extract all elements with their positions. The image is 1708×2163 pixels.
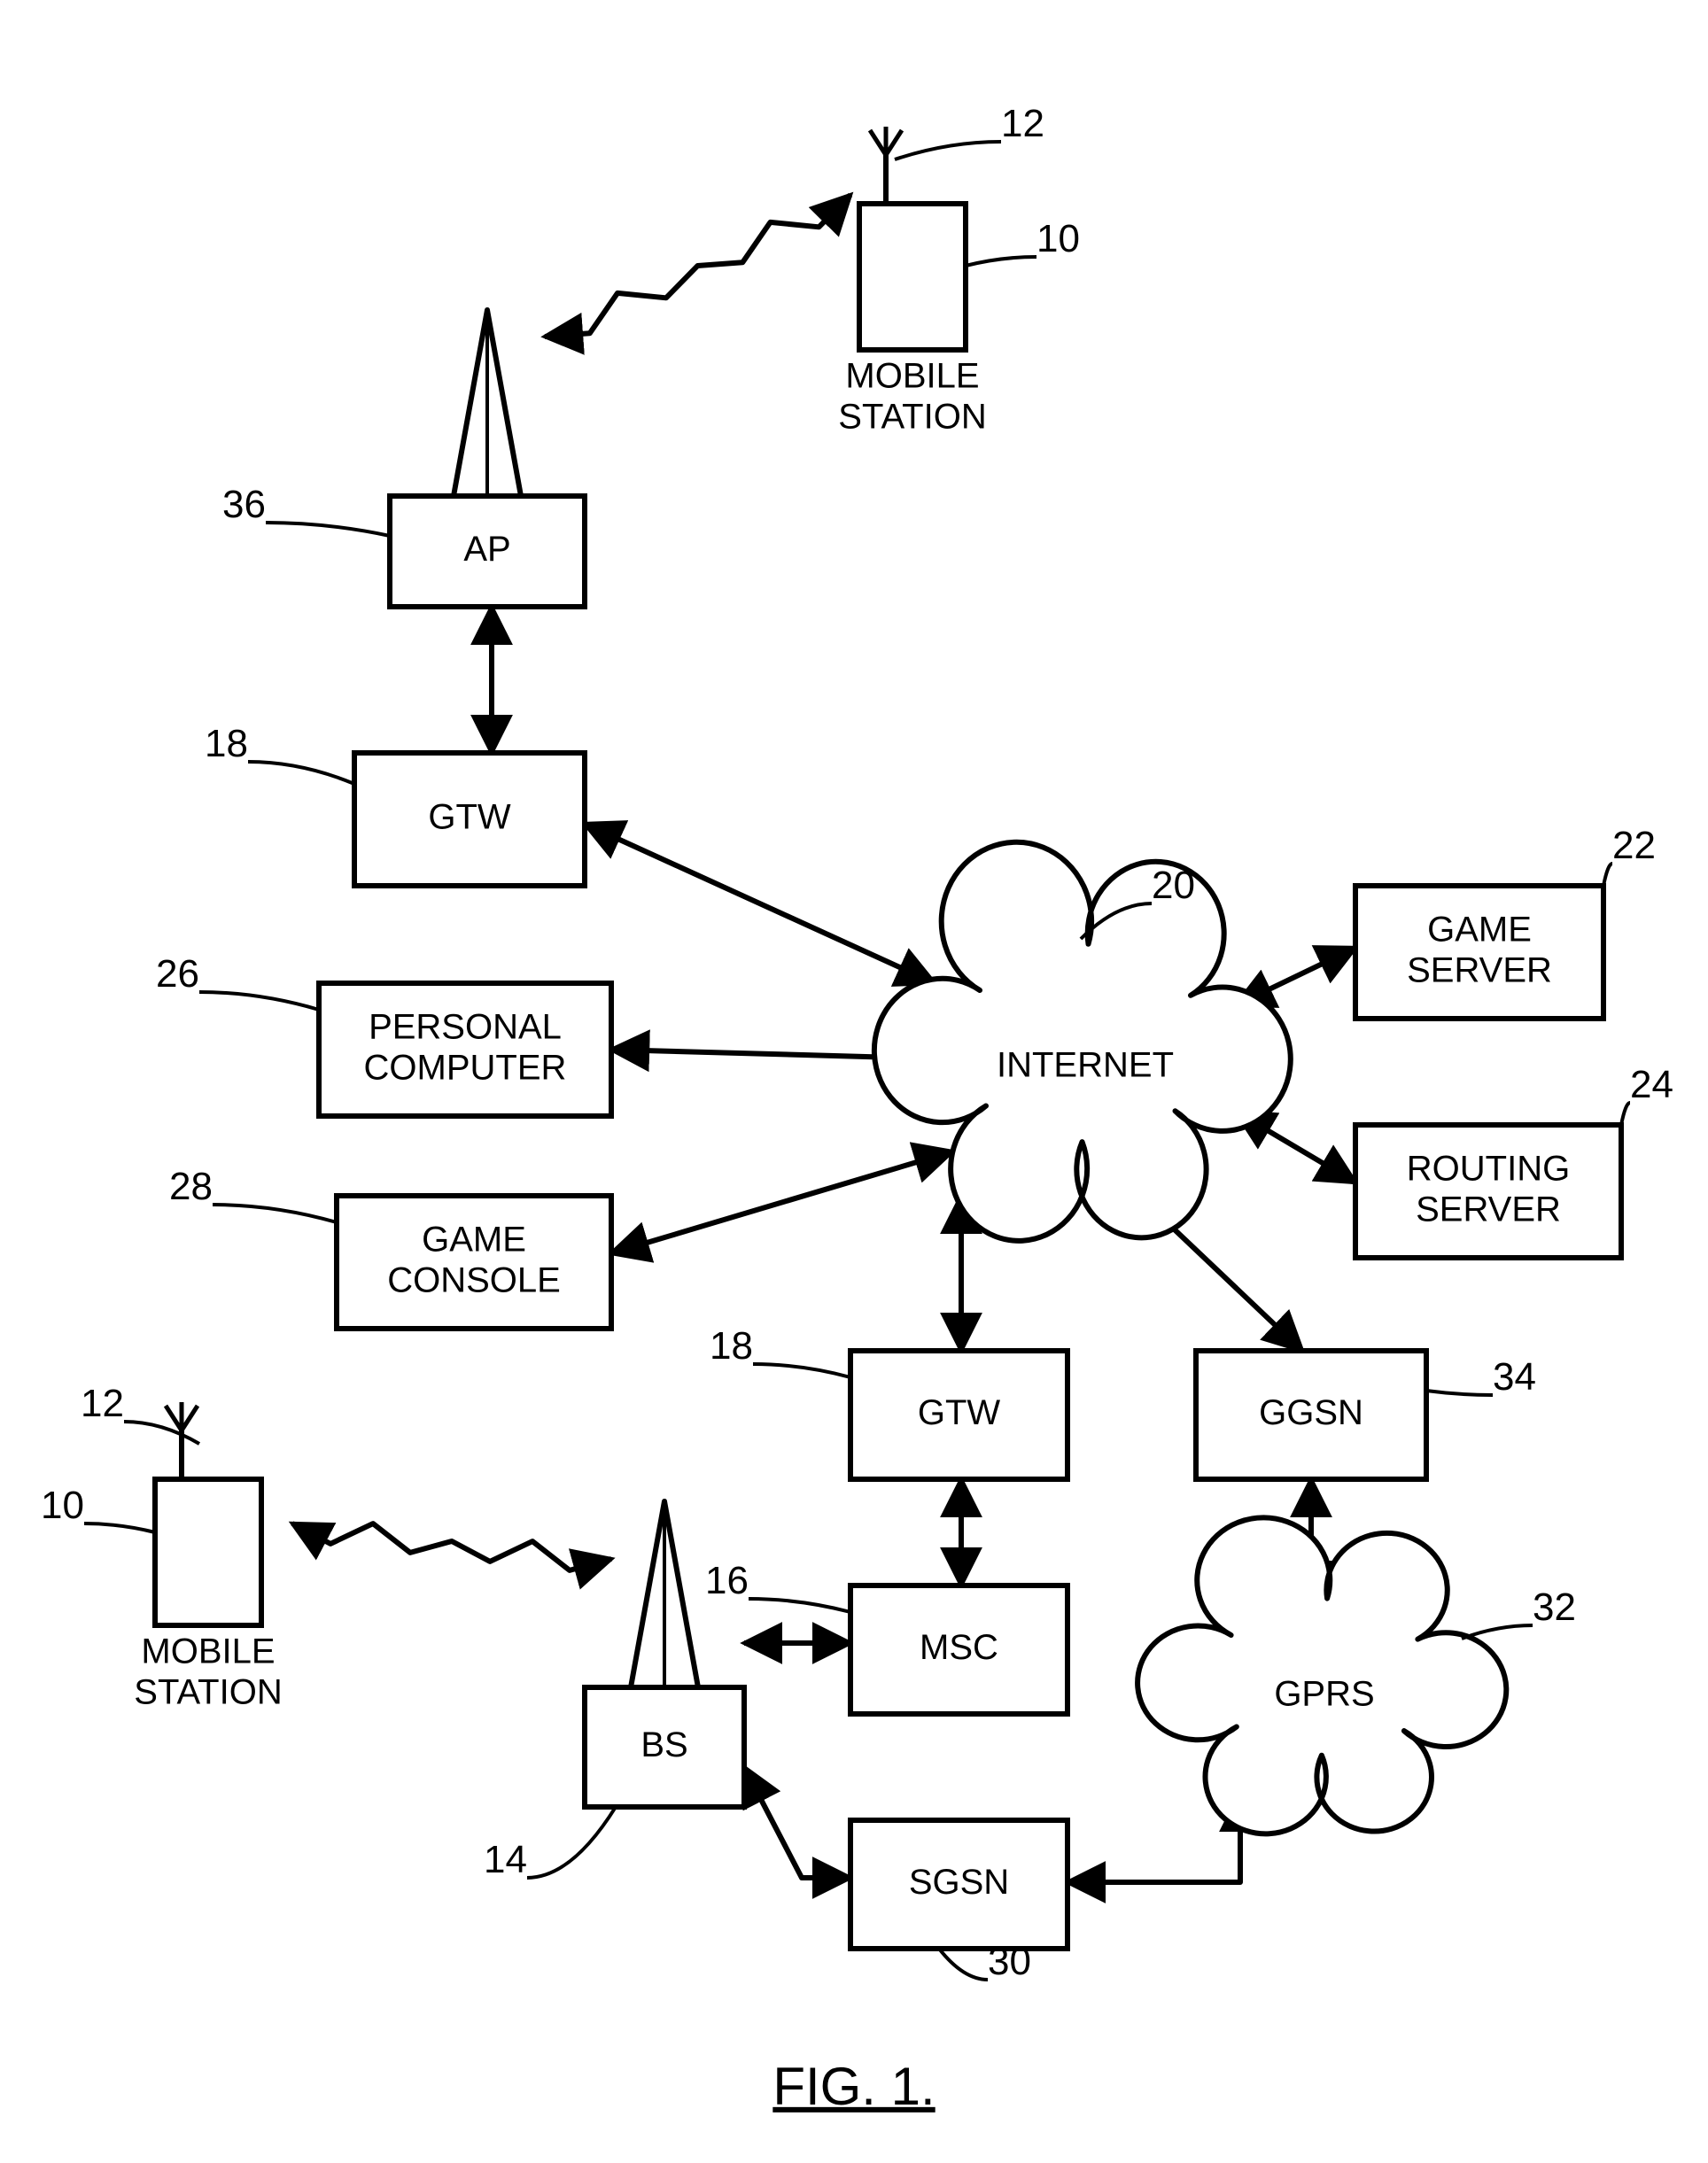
svg-text:GTW: GTW <box>428 798 511 837</box>
ggsn-box: GGSN <box>1196 1351 1426 1479</box>
svg-text:10: 10 <box>1036 217 1080 260</box>
svg-text:GAME: GAME <box>1427 911 1532 950</box>
svg-text:12: 12 <box>81 1382 124 1425</box>
gprs-cloud: GPRS <box>1137 1517 1506 1834</box>
svg-text:10: 10 <box>41 1484 84 1527</box>
svg-text:18: 18 <box>205 722 248 765</box>
ref26-ref: 26 <box>156 952 319 1010</box>
gtw-box-bottom: GTW <box>850 1351 1068 1479</box>
ref16-ref: 16 <box>705 1559 850 1612</box>
gtw-box-top: GTW <box>354 753 585 886</box>
ref18a-ref: 18 <box>205 722 354 784</box>
svg-text:SGSN: SGSN <box>909 1863 1009 1902</box>
svg-text:24: 24 <box>1630 1063 1673 1106</box>
ref24-ref: 24 <box>1621 1063 1673 1125</box>
svg-text:28: 28 <box>169 1165 213 1208</box>
svg-text:CONSOLE: CONSOLE <box>387 1261 561 1300</box>
ref36-ref: 36 <box>222 483 390 536</box>
ref28-ref: 28 <box>169 1165 337 1222</box>
svg-text:34: 34 <box>1493 1355 1536 1399</box>
ref10b-ref: 10 <box>41 1484 155 1532</box>
svg-text:GAME: GAME <box>422 1221 526 1260</box>
svg-text:12: 12 <box>1001 102 1044 145</box>
svg-text:SERVER: SERVER <box>1416 1190 1561 1229</box>
svg-text:26: 26 <box>156 952 199 996</box>
svg-text:GPRS: GPRS <box>1274 1675 1374 1714</box>
svg-text:20: 20 <box>1152 864 1195 907</box>
ref34-ref: 34 <box>1426 1355 1536 1399</box>
svg-text:ROUTING: ROUTING <box>1407 1150 1570 1189</box>
svg-text:32: 32 <box>1533 1585 1576 1629</box>
svg-text:30: 30 <box>988 1940 1031 1983</box>
game-console-box: GAMECONSOLE <box>337 1196 611 1329</box>
svg-text:22: 22 <box>1612 824 1656 867</box>
svg-text:INTERNET: INTERNET <box>997 1046 1174 1085</box>
svg-text:STATION: STATION <box>838 398 986 437</box>
svg-text:16: 16 <box>705 1559 749 1602</box>
svg-text:PERSONAL: PERSONAL <box>369 1008 562 1047</box>
svg-text:MSC: MSC <box>920 1628 998 1667</box>
svg-text:GGSN: GGSN <box>1259 1393 1363 1432</box>
mobile-station-1: MOBILESTATION <box>838 127 986 437</box>
ref14-ref: 14 <box>484 1807 616 1881</box>
ant12a-ref: 12 <box>895 102 1044 159</box>
sgsn-box: SGSN <box>850 1820 1068 1949</box>
ref10a-ref: 10 <box>966 217 1080 266</box>
svg-text:36: 36 <box>222 483 266 526</box>
svg-text:SERVER: SERVER <box>1407 951 1552 990</box>
svg-text:AP: AP <box>463 530 510 569</box>
svg-text:GTW: GTW <box>918 1393 1001 1432</box>
svg-text:MOBILE: MOBILE <box>141 1632 275 1671</box>
svg-text:MOBILE: MOBILE <box>845 357 979 396</box>
mobile-station-2: MOBILESTATION <box>134 1402 282 1712</box>
svg-text:18: 18 <box>710 1324 753 1368</box>
ref18b-ref: 18 <box>710 1324 850 1377</box>
bs-box: BS <box>585 1501 744 1807</box>
figure-title: FIG. 1. <box>772 2057 935 2116</box>
personal-computer-box: PERSONALCOMPUTER <box>319 983 611 1116</box>
ref32-ref: 32 <box>1462 1585 1576 1639</box>
game-server-box: GAMESERVER <box>1355 886 1603 1019</box>
ap-box: AP <box>390 310 585 607</box>
internet-cloud: INTERNET <box>874 842 1291 1241</box>
svg-text:14: 14 <box>484 1838 527 1881</box>
svg-text:BS: BS <box>640 1725 687 1764</box>
svg-text:STATION: STATION <box>134 1673 282 1712</box>
msc-box: MSC <box>850 1585 1068 1714</box>
routing-server-box: ROUTINGSERVER <box>1355 1125 1621 1258</box>
svg-text:COMPUTER: COMPUTER <box>364 1049 567 1088</box>
ref22-ref: 22 <box>1603 824 1656 886</box>
